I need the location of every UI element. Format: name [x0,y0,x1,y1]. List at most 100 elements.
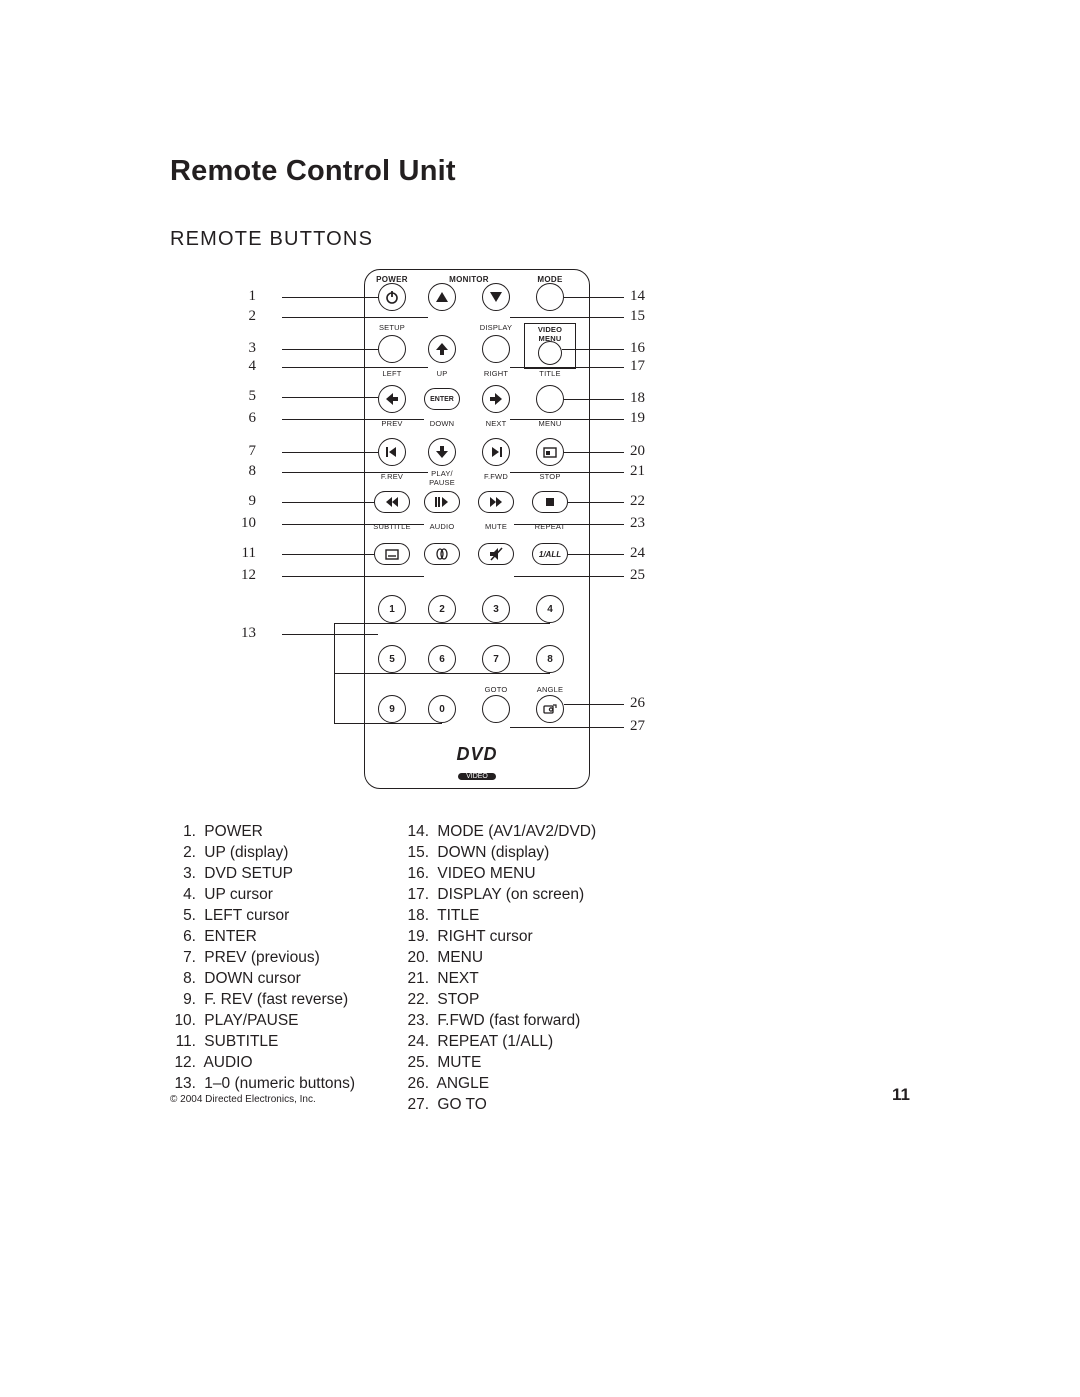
copyright: © 2004 Directed Electronics, Inc. [170,1094,316,1105]
callout-9: 9 [232,493,256,510]
left-cursor-button [378,385,406,413]
callout-21: 21 [630,463,645,480]
legend: 1. POWER2. UP (display)3. DVD SETUP4. UP… [170,823,910,1117]
mode-button [536,283,564,311]
label-down: DOWN [417,419,467,428]
leader-13-h9 [334,723,442,724]
goto-button [482,695,510,723]
leader-1 [282,297,378,298]
repeat-button: 1/ALL [532,543,568,565]
callout-10: 10 [232,515,256,532]
label-audio: AUDIO [417,522,467,531]
callout-22: 22 [630,493,645,510]
ffwd-button [478,491,514,513]
num-9-button: 9 [378,695,406,723]
subtitle-button [374,543,410,565]
num-8-button: 8 [536,645,564,673]
num-7-button: 7 [482,645,510,673]
callout-27: 27 [630,718,645,735]
leader-16 [562,349,624,350]
label-up: UP [417,369,467,378]
label-ffwd: F.FWD [471,472,521,481]
num-0-button: 0 [428,695,456,723]
setup-button [378,335,406,363]
label-title: TITLE [525,369,575,378]
num-1-button: 1 [378,595,406,623]
legend-item-21: 21. NEXT [403,970,596,988]
remote-diagram: POWERMONITORMODESETUPDISPLAYVIDEO MENULE… [170,269,910,809]
leader-23 [514,524,624,525]
label-stop: STOP [525,472,575,481]
legend-left-col: 1. POWER2. UP (display)3. DVD SETUP4. UP… [170,823,355,1117]
dotted-rule: · · · · · · · · · · · · · · · · · · · · … [170,190,910,200]
legend-item-7: 7. PREV (previous) [170,949,355,967]
callout-7: 7 [232,443,256,460]
leader-5 [282,397,378,398]
enter-button: ENTER [424,388,460,410]
callout-14: 14 [630,288,645,305]
legend-item-22: 22. STOP [403,991,596,1009]
callout-8: 8 [232,463,256,480]
num-6-button: 6 [428,645,456,673]
leader-6 [282,419,424,420]
leader-7 [282,452,378,453]
label-prev: PREV [367,419,417,428]
leader-22 [568,502,624,503]
legend-item-25: 25. MUTE [403,1054,596,1072]
legend-item-3: 3. DVD SETUP [170,865,355,883]
next-button [482,438,510,466]
legend-item-24: 24. REPEAT (1/ALL) [403,1033,596,1051]
leader-2 [282,317,428,318]
menu-button [536,438,564,466]
leader-26 [564,704,624,705]
legend-item-4: 4. UP cursor [170,886,355,904]
legend-item-12: 12. AUDIO [170,1054,355,1072]
video-menu-button [538,341,562,365]
callout-15: 15 [630,308,645,325]
leader-13-h7 [334,673,550,674]
callout-11: 11 [232,545,256,562]
legend-item-11: 11. SUBTITLE [170,1033,355,1051]
callout-5: 5 [232,388,256,405]
callout-17: 17 [630,358,645,375]
legend-item-23: 23. F.FWD (fast forward) [403,1012,596,1030]
monitor-down-button [482,283,510,311]
callout-16: 16 [630,340,645,357]
leader-9 [282,502,374,503]
play-pause-button [424,491,460,513]
leader-13-v3 [334,623,335,634]
leader-4 [282,367,428,368]
legend-item-19: 19. RIGHT cursor [403,928,596,946]
callout-20: 20 [630,443,645,460]
callout-19: 19 [630,410,645,427]
callout-25: 25 [630,567,645,584]
leader-17 [510,367,624,368]
callout-1: 1 [232,288,256,305]
leader-20 [564,452,624,453]
callout-4: 4 [232,358,256,375]
callout-13: 13 [232,625,256,642]
angle-button [536,695,564,723]
leader-19 [510,419,624,420]
legend-item-1: 1. POWER [170,823,355,841]
callout-2: 2 [232,308,256,325]
leader-15 [510,317,624,318]
legend-item-14: 14. MODE (AV1/AV2/DVD) [403,823,596,841]
monitor-up-button [428,283,456,311]
label-right: RIGHT [471,369,521,378]
num-2-button: 2 [428,595,456,623]
legend-item-16: 16. VIDEO MENU [403,865,596,883]
display-button [482,335,510,363]
stop-button [532,491,568,513]
power-button [378,283,406,311]
prev-button [378,438,406,466]
dvd-logo: DVDVIDEO [437,744,517,783]
label-display: DISPLAY [471,323,521,332]
label-frev: F.REV [367,472,417,481]
legend-item-17: 17. DISPLAY (on screen) [403,886,596,904]
legend-item-8: 8. DOWN cursor [170,970,355,988]
frev-button [374,491,410,513]
legend-item-20: 20. MENU [403,949,596,967]
label-angle: ANGLE [525,685,575,694]
legend-item-10: 10. PLAY/PAUSE [170,1012,355,1030]
